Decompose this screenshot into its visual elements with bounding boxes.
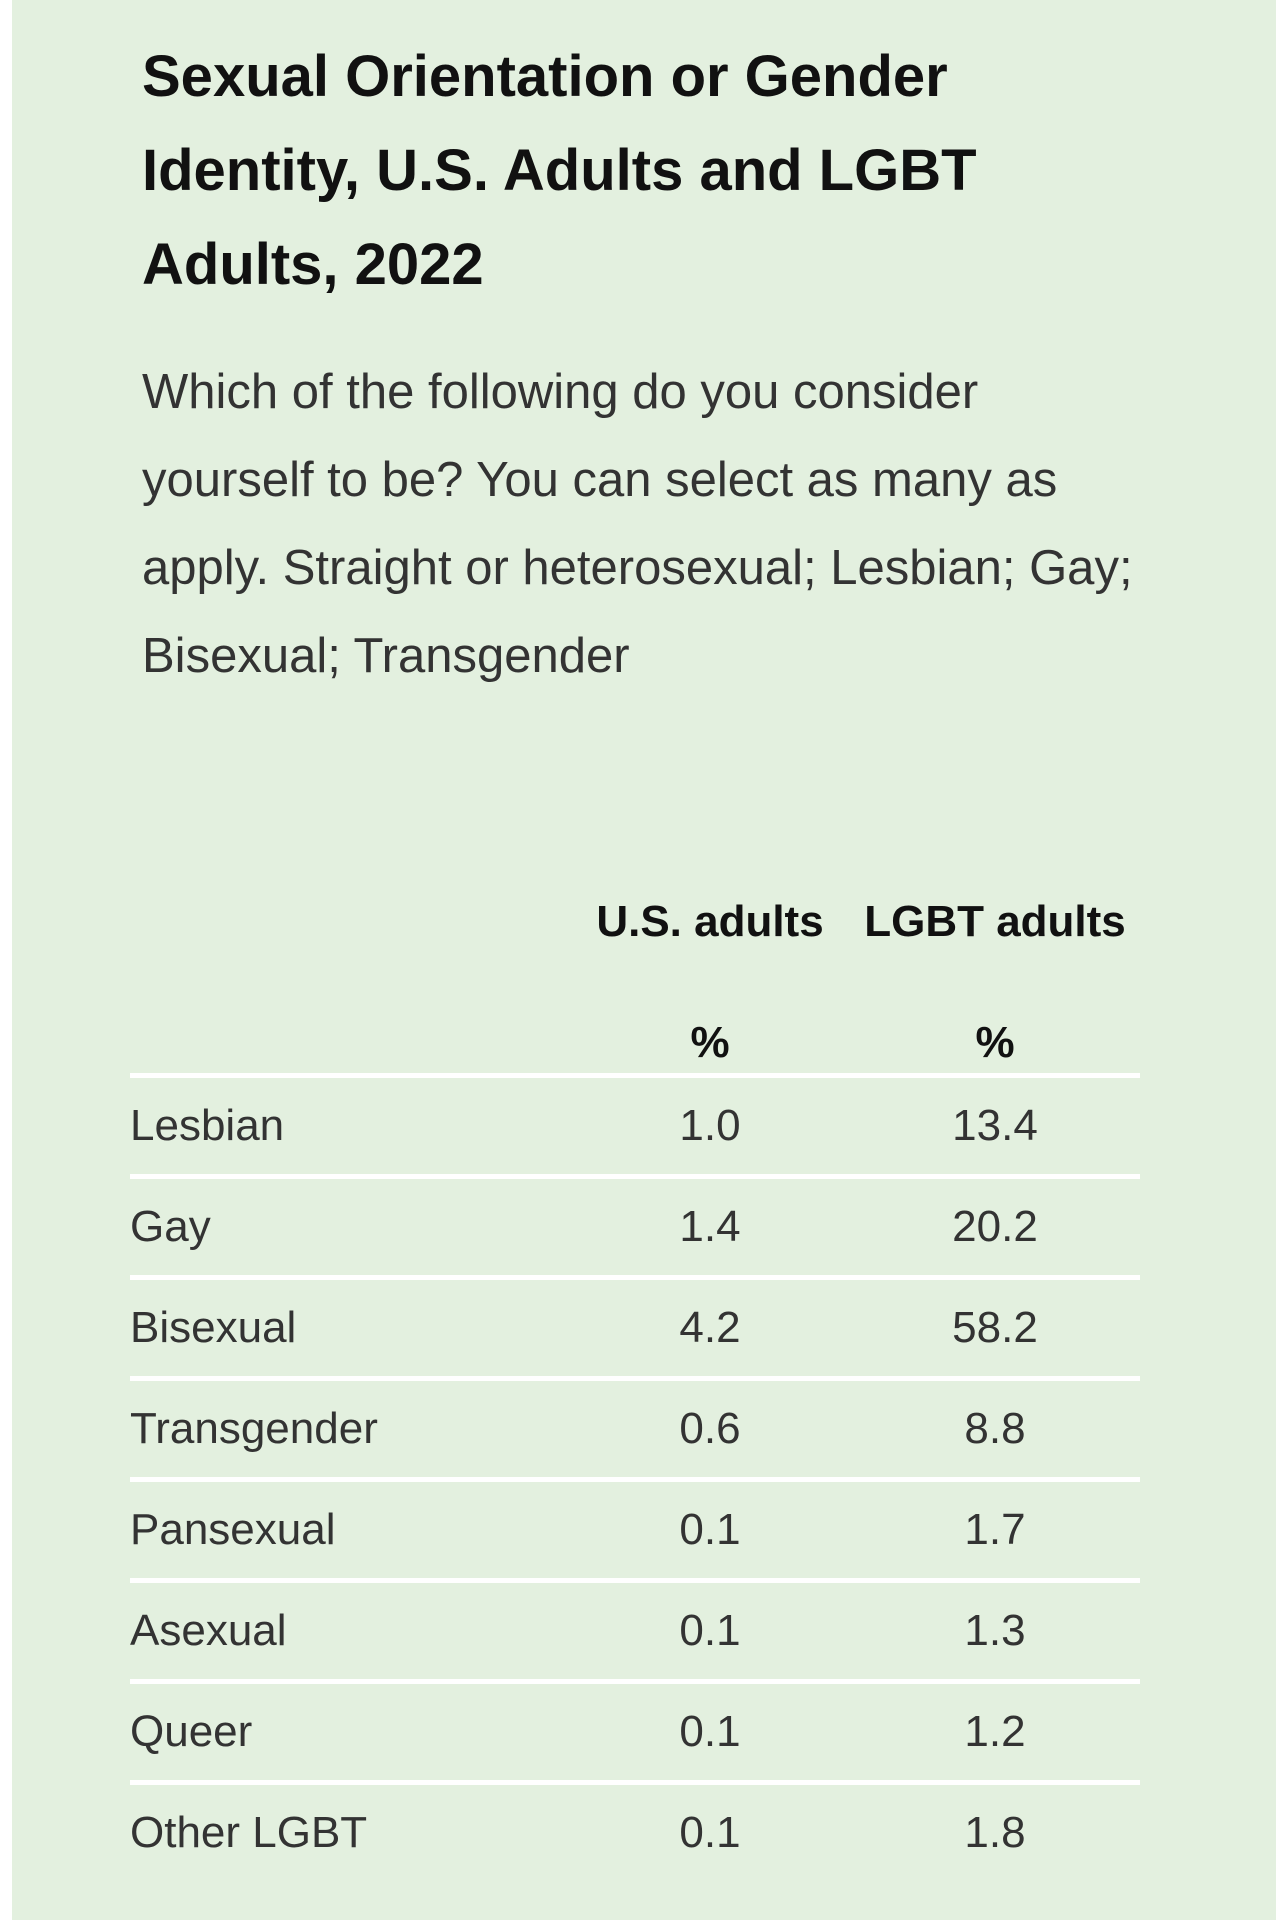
lgbt-adults-value: 1.7 [850, 1479, 1140, 1583]
lgbt-adults-value: 1.2 [850, 1681, 1140, 1785]
us-adults-value: 0.1 [570, 1681, 850, 1785]
data-table: U.S. adults LGBT adults % % Lesbian 1.0 … [130, 810, 1140, 1881]
us-adults-value: 1.4 [570, 1176, 850, 1280]
table-header: U.S. adults LGBT adults % % [130, 810, 1140, 1078]
us-adults-value: 0.1 [570, 1479, 850, 1583]
lgbt-adults-value: 20.2 [850, 1176, 1140, 1280]
column-header-us-adults: U.S. adults [596, 897, 824, 946]
us-adults-value: 0.1 [679, 1808, 741, 1857]
table-row: Other LGBT 0.1 1.8 [130, 1783, 1140, 1882]
table-row: Transgender 0.6 8.8 [130, 1378, 1140, 1482]
table-row: Gay 1.4 20.2 [130, 1176, 1140, 1280]
column-header-label [130, 810, 570, 955]
lgbt-adults-value: 58.2 [850, 1277, 1140, 1381]
us-adults-value: 4.2 [570, 1277, 850, 1381]
unit-header-label [130, 955, 570, 1078]
table-body: Lesbian 1.0 13.4 Gay 1.4 20.2 Bisexual 4… [130, 1075, 1140, 1882]
row-label: Gay [130, 1176, 570, 1280]
chart-title: Sexual Orientation or Gender Identity, U… [142, 44, 977, 297]
row-label: Pansexual [130, 1479, 570, 1583]
row-label: Lesbian [130, 1075, 570, 1179]
row-label: Queer [130, 1681, 570, 1785]
table-row: Pansexual 0.1 1.7 [130, 1479, 1140, 1583]
us-adults-value: 1.0 [570, 1075, 850, 1179]
row-label: Bisexual [130, 1277, 570, 1381]
us-adults-value: 0.6 [570, 1378, 850, 1482]
column-header-row: U.S. adults LGBT adults [130, 810, 1140, 955]
lgbt-adults-value: 1.8 [964, 1808, 1026, 1857]
unit-header-lgbt-adults: % [850, 955, 1140, 1078]
unit-header-us-adults: % [570, 955, 850, 1078]
row-label: Transgender [130, 1378, 570, 1482]
chart-header: Sexual Orientation or Gender Identity, U… [142, 30, 1152, 700]
row-label: Asexual [130, 1580, 570, 1684]
unit-header-row: % % [130, 955, 1140, 1078]
table-row: Bisexual 4.2 58.2 [130, 1277, 1140, 1381]
lgbt-adults-value: 1.3 [850, 1580, 1140, 1684]
table-row: Lesbian 1.0 13.4 [130, 1075, 1140, 1179]
lgbt-adults-value: 8.8 [850, 1378, 1140, 1482]
chart-subtitle: Which of the following do you consider y… [142, 365, 1133, 683]
us-adults-value: 0.1 [570, 1580, 850, 1684]
table-row: Queer 0.1 1.2 [130, 1681, 1140, 1785]
lgbt-adults-value: 13.4 [850, 1075, 1140, 1179]
row-label: Other LGBT [130, 1808, 368, 1857]
column-header-lgbt-adults: LGBT adults [864, 897, 1126, 946]
table-row: Asexual 0.1 1.3 [130, 1580, 1140, 1684]
